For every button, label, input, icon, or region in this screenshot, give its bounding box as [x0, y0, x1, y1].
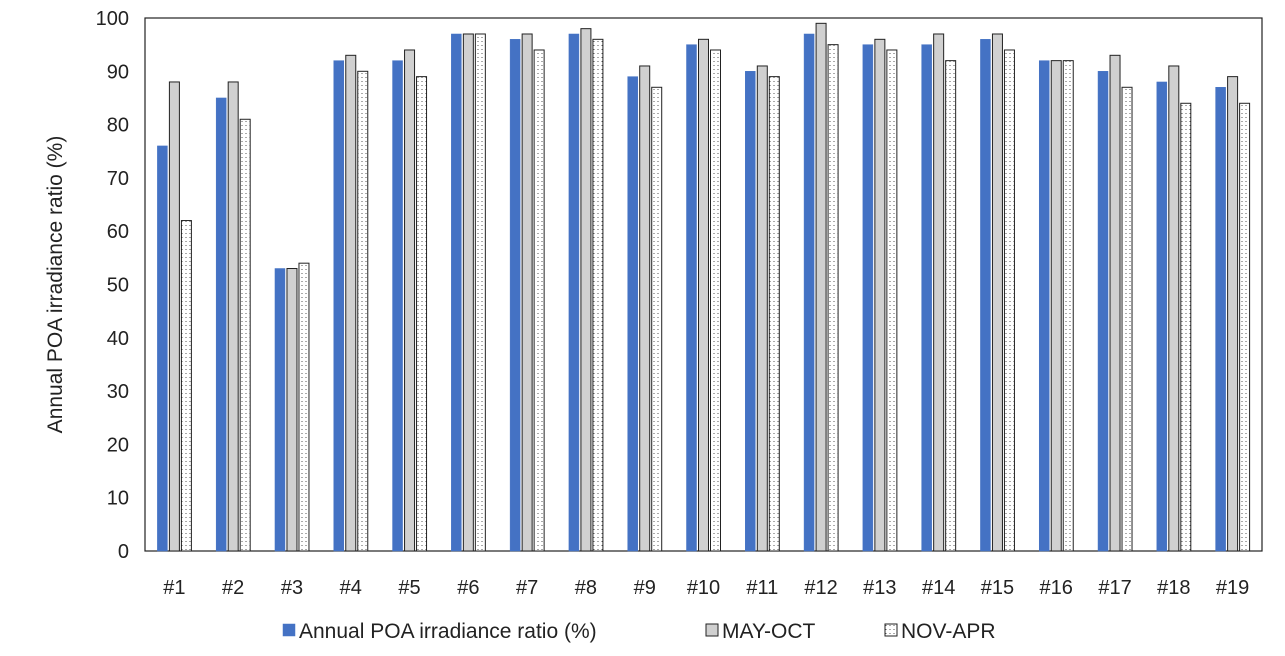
- x-tick-label: #7: [516, 577, 538, 599]
- bar-n14-series-3: [945, 60, 957, 552]
- y-tick-label: 90: [107, 61, 129, 83]
- bar-n11-series-3: [768, 76, 780, 552]
- x-tick-label: #2: [222, 577, 244, 599]
- bar-n12-series-2: [815, 22, 827, 552]
- bar-n15-series-3: [1003, 49, 1015, 552]
- bar-n17-series-1: [1097, 71, 1109, 552]
- bar-n8-series-3: [592, 38, 604, 552]
- x-tick-label: #3: [281, 577, 303, 599]
- y-tick-label: 60: [107, 221, 129, 243]
- y-tick-label: 80: [107, 115, 129, 137]
- legend-swatch-3: [884, 623, 898, 637]
- legend-label-1: Annual POA irradiance ratio (%): [299, 620, 597, 643]
- x-tick-label: #16: [1040, 577, 1073, 599]
- bar-n13-series-3: [886, 49, 898, 552]
- bar-n3-series-3: [298, 262, 310, 552]
- y-tick-label: 40: [107, 328, 129, 350]
- y-axis-label: Annual POA irradiance ratio (%): [44, 136, 67, 434]
- bar-n9-series-1: [627, 76, 638, 552]
- bar-n18-series-3: [1180, 102, 1192, 552]
- bar-n19-series-2: [1227, 76, 1239, 552]
- x-tick-label: #19: [1216, 577, 1249, 599]
- bar-n5-series-3: [416, 76, 428, 552]
- y-tick-label: 0: [118, 541, 129, 563]
- bar-n19-series-3: [1239, 102, 1251, 552]
- x-tick-label: #8: [575, 577, 597, 599]
- legend-label-2: MAY-OCT: [722, 620, 816, 643]
- bar-n12-series-1: [803, 33, 815, 552]
- bar-n18-series-1: [1156, 81, 1168, 552]
- legend-swatch-1: [282, 623, 296, 637]
- x-tick-label: #5: [398, 577, 420, 599]
- bar-n17-series-3: [1121, 86, 1133, 552]
- bar-n9-series-2: [639, 65, 651, 552]
- bar-n11-series-1: [745, 71, 756, 552]
- bar-n6-series-3: [474, 33, 486, 552]
- bar-n2-series-1: [215, 97, 227, 552]
- bar-n6-series-2: [462, 33, 474, 552]
- x-tick-label: #14: [922, 577, 955, 599]
- bar-n3-series-1: [274, 268, 286, 552]
- legend-label-3: NOV-APR: [901, 620, 996, 643]
- bar-n16-series-2: [1050, 60, 1062, 552]
- bar-n15-series-1: [980, 39, 991, 552]
- bar-n14-series-1: [921, 44, 932, 552]
- bar-n5-series-1: [392, 60, 403, 552]
- bar-n4-series-3: [357, 70, 369, 552]
- y-tick-label: 10: [107, 488, 129, 510]
- bar-n13-series-2: [874, 38, 886, 552]
- bar-n4-series-1: [333, 60, 345, 552]
- x-tick-label: #6: [457, 577, 479, 599]
- x-tick-label: #9: [634, 577, 656, 599]
- bar-n5-series-2: [404, 49, 416, 552]
- bar-n14-series-2: [933, 33, 945, 552]
- bar-n19-series-1: [1215, 87, 1226, 552]
- x-tick-label: #13: [863, 577, 896, 599]
- x-tick-label: #12: [804, 577, 837, 599]
- bar-n11-series-2: [756, 65, 768, 552]
- x-tick-label: #4: [340, 577, 362, 599]
- bar-n16-series-1: [1038, 60, 1050, 552]
- bar-n4-series-2: [345, 54, 357, 552]
- x-tick-label: #10: [687, 577, 720, 599]
- bar-n10-series-1: [686, 44, 697, 552]
- bar-n15-series-2: [991, 33, 1003, 552]
- y-tick-label: 30: [107, 381, 129, 403]
- bar-n8-series-2: [580, 28, 592, 552]
- bar-n2-series-2: [227, 81, 239, 552]
- legend: Annual POA irradiance ratio (%) MAY-OCT NO…: [282, 620, 996, 643]
- bar-n7-series-1: [509, 39, 521, 552]
- bar-n9-series-3: [651, 86, 663, 552]
- bar-n8-series-1: [568, 33, 580, 552]
- x-tick-labels: #1 #2 #3 #4 #5 #6 #7 #8 #9 #10 #11 #12 #13 #14 #15 #16 #…: [163, 577, 1249, 599]
- bars: [157, 22, 1251, 552]
- bar-n12-series-3: [827, 44, 839, 552]
- x-tick-label: #15: [981, 577, 1014, 599]
- bar-n17-series-2: [1109, 54, 1121, 552]
- y-tick-label: 70: [107, 168, 129, 190]
- bar-n10-series-3: [710, 49, 721, 552]
- x-tick-label: #1: [163, 577, 185, 599]
- y-tick-label: 20: [107, 434, 129, 456]
- bar-n7-series-2: [521, 33, 533, 552]
- y-tick-label: 50: [107, 275, 129, 297]
- y-tick-labels: 0 10 20 30 40 50 60 70 80 90 100: [96, 8, 129, 563]
- legend-swatch-2: [705, 623, 719, 637]
- bar-n1-series-1: [157, 145, 168, 552]
- x-tick-label: #17: [1098, 577, 1131, 599]
- bar-n6-series-1: [451, 33, 462, 552]
- y-tick-label: 100: [96, 8, 129, 30]
- bar-n10-series-2: [698, 38, 709, 552]
- bar-n13-series-1: [862, 44, 874, 552]
- bar-n1-series-2: [168, 81, 180, 552]
- x-tick-label: #18: [1157, 577, 1190, 599]
- bar-n18-series-2: [1168, 65, 1180, 552]
- bar-n2-series-3: [239, 118, 251, 552]
- bar-n1-series-3: [180, 220, 192, 552]
- x-tick-label: #11: [746, 577, 778, 599]
- bar-n3-series-2: [286, 268, 298, 552]
- bar-n16-series-3: [1062, 60, 1074, 552]
- bar-n7-series-3: [533, 49, 545, 552]
